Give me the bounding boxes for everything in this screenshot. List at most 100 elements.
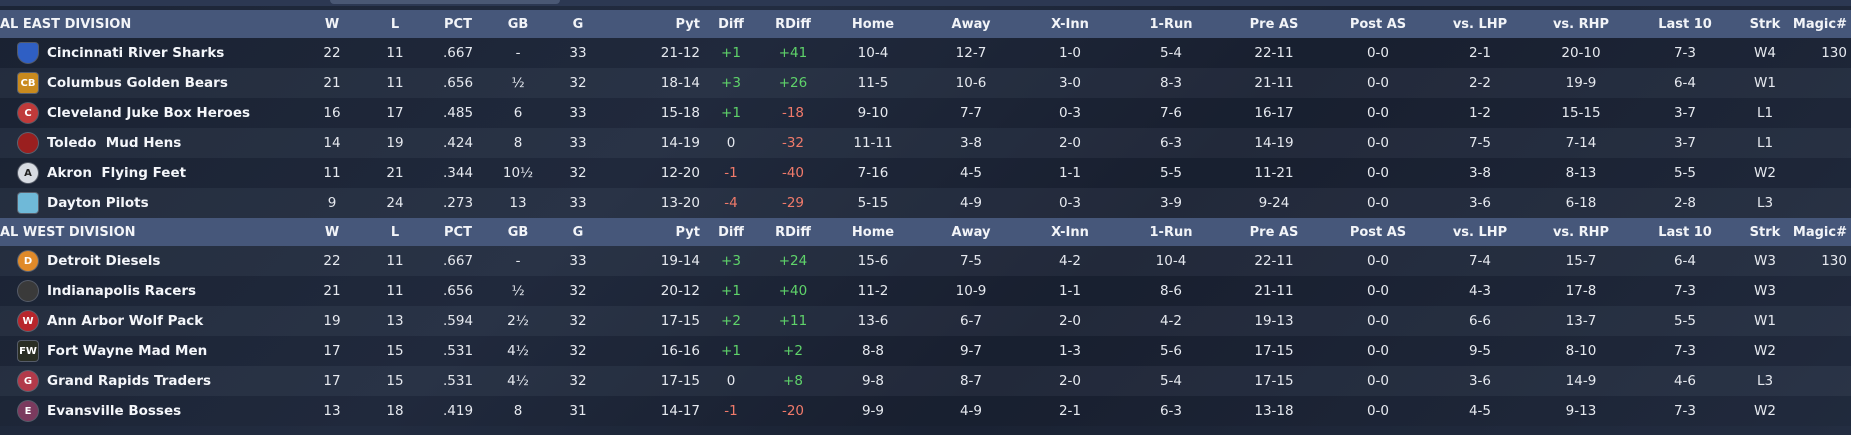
team-name-link[interactable]: Indianapolis Racers [47, 283, 197, 299]
column-header-one-run[interactable]: 1-Run [1120, 218, 1222, 246]
column-header-last-10[interactable]: Last 10 [1632, 10, 1738, 38]
column-header-pre-as[interactable]: Pre AS [1222, 218, 1326, 246]
team-cell[interactable]: FW Fort Wayne Mad Men [0, 341, 300, 361]
column-header-home[interactable]: Home [824, 10, 922, 38]
cell-last-10: 4-6 [1632, 366, 1738, 396]
cell-x-inn: 1-1 [1020, 158, 1120, 188]
column-header-strk[interactable]: Strk [1738, 218, 1792, 246]
team-row[interactable]: C Cleveland Juke Box Heroes 16 17.485 6 33 15-… [0, 98, 1851, 128]
cell-pyt: 14-17 [610, 396, 700, 426]
column-header-l[interactable]: L [364, 10, 426, 38]
column-header-w[interactable]: W [300, 10, 364, 38]
team-name-link[interactable]: Grand Rapids Traders [47, 373, 212, 389]
column-header-rdiff[interactable]: RDiff [762, 10, 824, 38]
team-row[interactable]: Dayton Pilots 9 24.273 13 33 13-20 -4 -29 5-15 4-… [0, 188, 1851, 218]
team-cell[interactable]: D Detroit Diesels [0, 251, 300, 271]
team-name-link[interactable]: Akron Flying Feet [47, 165, 187, 181]
cell-x-inn: 0-3 [1020, 98, 1120, 128]
team-row[interactable]: G Grand Rapids Traders 17 15.531 4½ 32 17-15 0 +… [0, 366, 1851, 396]
column-header-one-run[interactable]: 1-Run [1120, 10, 1222, 38]
column-header-x-inn[interactable]: X-Inn [1020, 10, 1120, 38]
team-row[interactable]: W Ann Arbor Wolf Pack 19 13.594 2½ 32 17-15 +2 +… [0, 306, 1851, 336]
column-header-pct[interactable]: PCT [426, 218, 490, 246]
column-header-away[interactable]: Away [922, 218, 1020, 246]
team-name-link[interactable]: Dayton Pilots [47, 195, 149, 211]
team-row[interactable]: Indianapolis Racers 21 11.656 ½ 32 20-12 +1 +40… [0, 276, 1851, 306]
column-header-gb[interactable]: GB [490, 10, 546, 38]
team-row[interactable]: A Akron Flying Feet 11 21.344 10½ 32 12-20 -1 -4… [0, 158, 1851, 188]
cell-strk: W2 [1738, 396, 1792, 426]
team-cell[interactable]: CB Columbus Golden Bears [0, 73, 300, 93]
cell-gb: 4½ [490, 336, 546, 366]
cell-last-10: 3-7 [1632, 128, 1738, 158]
team-name-link[interactable]: Detroit Diesels [47, 253, 161, 269]
column-header-vs-lhp[interactable]: vs. LHP [1430, 10, 1530, 38]
cell-magic [1792, 128, 1851, 158]
team-cell[interactable]: E Evansville Bosses [0, 401, 300, 421]
cell-one-run: 5-4 [1120, 38, 1222, 68]
team-name-link[interactable]: Fort Wayne Mad Men [47, 343, 208, 359]
column-header-gb[interactable]: GB [490, 218, 546, 246]
cell-vs-lhp: 6-6 [1430, 306, 1530, 336]
column-header-diff[interactable]: Diff [700, 10, 762, 38]
cell-g: 32 [546, 158, 610, 188]
column-header-strk[interactable]: Strk [1738, 10, 1792, 38]
cell-x-inn: 4-2 [1020, 246, 1120, 276]
team-cell[interactable]: A Akron Flying Feet [0, 163, 300, 183]
column-header-g[interactable]: G [546, 218, 610, 246]
cell-pct: .273 [426, 188, 490, 218]
cell-last-10: 7-3 [1632, 336, 1738, 366]
division-name[interactable]: AL EAST DIVISION [0, 10, 300, 38]
column-header-rdiff[interactable]: RDiff [762, 218, 824, 246]
column-header-x-inn[interactable]: X-Inn [1020, 218, 1120, 246]
division-name[interactable]: AL WEST DIVISION [0, 218, 300, 246]
team-name-link[interactable]: Cincinnati River Sharks [47, 45, 225, 61]
cell-l: 17 [364, 98, 426, 128]
cell-pct: .419 [426, 396, 490, 426]
team-row[interactable]: Cincinnati River Sharks 22 11.667-33 21-12 +… [0, 38, 1851, 68]
column-header-home[interactable]: Home [824, 218, 922, 246]
cell-diff: -1 [700, 158, 762, 188]
cell-diff: 0 [700, 366, 762, 396]
column-header-diff[interactable]: Diff [700, 218, 762, 246]
team-row[interactable]: E Evansville Bosses 13 18.419 8 31 14-17 -1 -20 9… [0, 396, 1851, 426]
column-header-pre-as[interactable]: Pre AS [1222, 10, 1326, 38]
team-row[interactable]: FW Fort Wayne Mad Men 17 15.531 4½ 32 16-16 +1 +… [0, 336, 1851, 366]
column-header-last-10[interactable]: Last 10 [1632, 218, 1738, 246]
column-header-pyt[interactable]: Pyt [610, 218, 700, 246]
team-cell[interactable]: Dayton Pilots [0, 193, 300, 213]
cell-gb: - [490, 246, 546, 276]
column-header-post-as[interactable]: Post AS [1326, 218, 1430, 246]
team-name-link[interactable]: Cleveland Juke Box Heroes [47, 105, 251, 121]
team-row[interactable]: D Detroit Diesels 22 11.667-33 19-14 +3 +24 15-… [0, 246, 1851, 276]
cell-vs-rhp: 19-9 [1530, 68, 1632, 98]
team-name-link[interactable]: Ann Arbor Wolf Pack [47, 313, 204, 329]
column-header-vs-rhp[interactable]: vs. RHP [1530, 218, 1632, 246]
team-cell[interactable]: W Ann Arbor Wolf Pack [0, 311, 300, 331]
column-header-g[interactable]: G [546, 10, 610, 38]
team-name-link[interactable]: Evansville Bosses [47, 403, 182, 419]
column-header-post-as[interactable]: Post AS [1326, 10, 1430, 38]
team-name-link[interactable]: Toledo Mud Hens [47, 135, 182, 151]
column-header-pyt[interactable]: Pyt [610, 10, 700, 38]
column-header-pct[interactable]: PCT [426, 10, 490, 38]
cell-vs-lhp: 9-5 [1430, 336, 1530, 366]
column-header-w[interactable]: W [300, 218, 364, 246]
column-header-l[interactable]: L [364, 218, 426, 246]
team-name-link[interactable]: Columbus Golden Bears [47, 75, 228, 91]
team-row[interactable]: CB Columbus Golden Bears 21 11.656 ½ 32 18-14 +… [0, 68, 1851, 98]
team-row[interactable]: Toledo Mud Hens 14 19.424 8 33 14-19 0 -32 11-11… [0, 128, 1851, 158]
tab-indicator[interactable] [330, 0, 560, 4]
column-header-magic[interactable]: Magic# [1792, 218, 1851, 246]
team-cell[interactable]: Cincinnati River Sharks [0, 43, 300, 63]
cell-away: 8-7 [922, 366, 1020, 396]
team-cell[interactable]: G Grand Rapids Traders [0, 371, 300, 391]
column-header-magic[interactable]: Magic# [1792, 10, 1851, 38]
team-cell[interactable]: C Cleveland Juke Box Heroes [0, 103, 300, 123]
column-header-vs-rhp[interactable]: vs. RHP [1530, 10, 1632, 38]
column-header-vs-lhp[interactable]: vs. LHP [1430, 218, 1530, 246]
cell-l: 11 [364, 246, 426, 276]
team-cell[interactable]: Toledo Mud Hens [0, 133, 300, 153]
team-cell[interactable]: Indianapolis Racers [0, 281, 300, 301]
column-header-away[interactable]: Away [922, 10, 1020, 38]
